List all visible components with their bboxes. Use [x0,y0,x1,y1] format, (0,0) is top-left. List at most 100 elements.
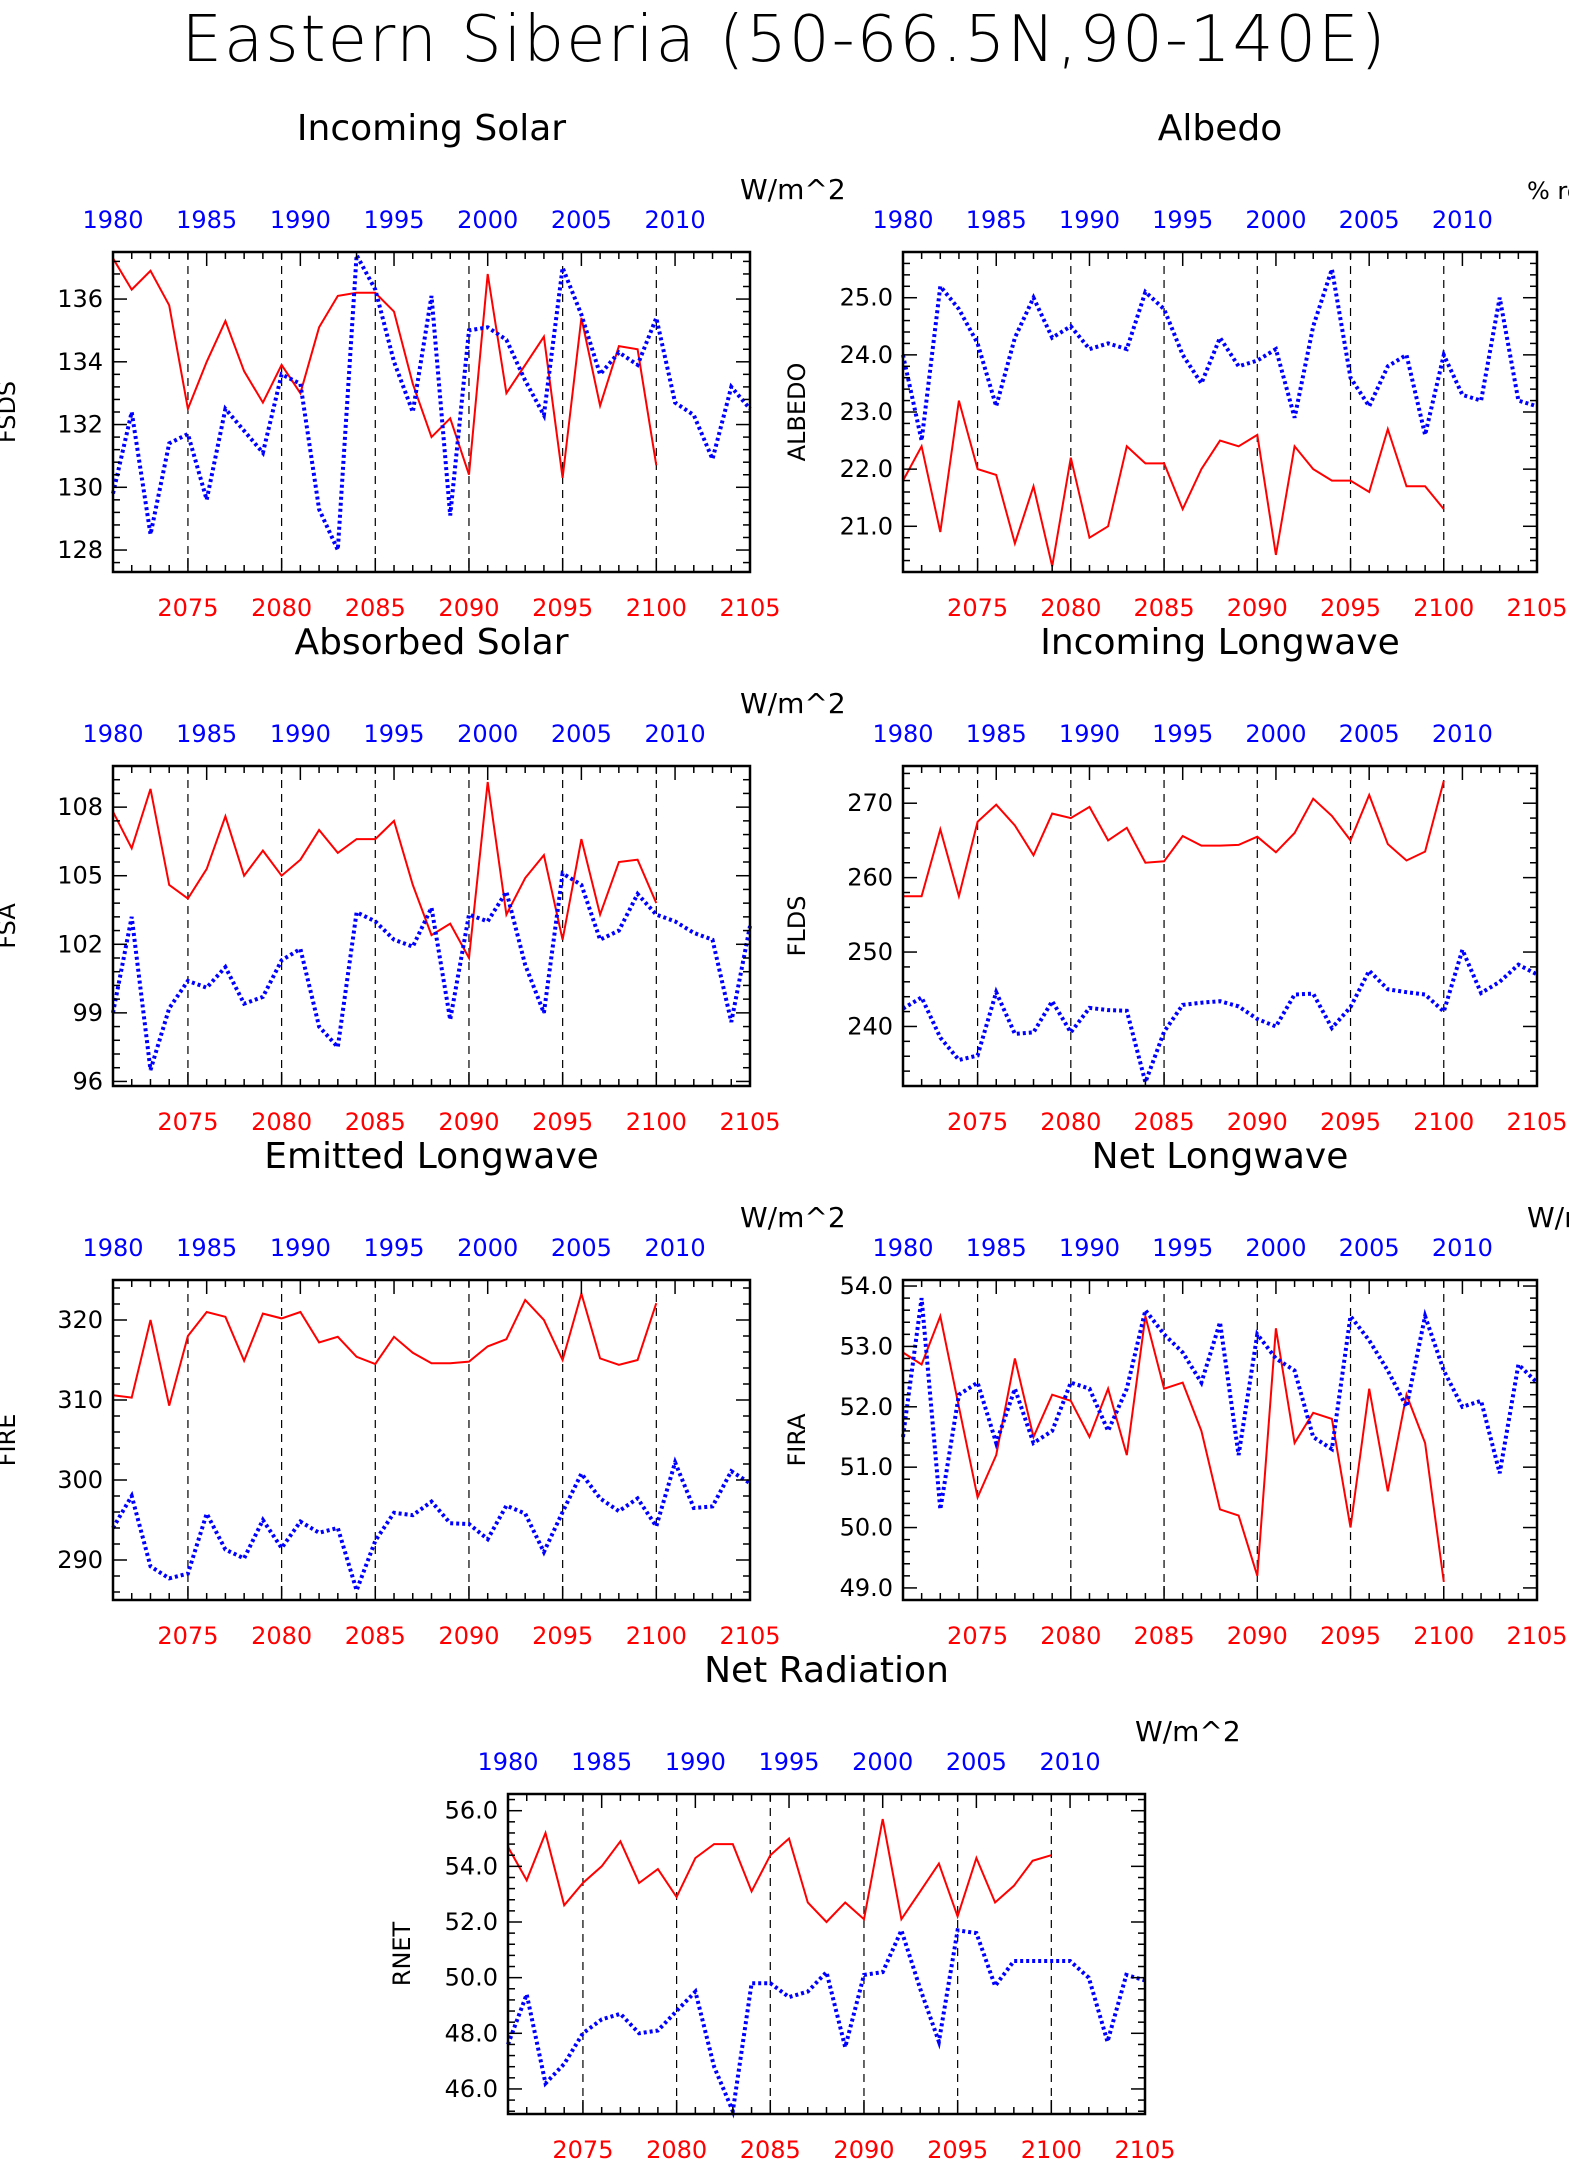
y-tick-label: 105 [57,862,103,890]
x-tick-label-bottom: 2095 [1320,594,1381,622]
y-tick-label: 46.0 [445,2075,498,2103]
x-tick-label-top: 1985 [176,1234,237,1262]
x-tick-label-top: 1985 [176,720,237,748]
x-tick-label-top: 2005 [946,1748,1007,1776]
x-tick-label-bottom: 2080 [251,594,312,622]
x-tick-label-top: 2005 [551,206,612,234]
x-tick-label-bottom: 2085 [345,594,406,622]
x-tick-label-top: 1995 [363,1234,424,1262]
x-tick-label-bottom: 2085 [1134,1108,1195,1136]
x-tick-label-top: 1990 [270,206,331,234]
y-axis-label: FSA [0,903,21,949]
x-tick-label-bottom: 2100 [626,1622,687,1650]
y-tick-label: 50.0 [445,1964,498,1992]
x-tick-label-top: 2005 [1339,206,1400,234]
plot-frame [901,1278,1539,1602]
x-tick-label-top: 2000 [852,1748,913,1776]
x-tick-label-top: 1980 [872,720,933,748]
x-tick-label-top: 1990 [665,1748,726,1776]
x-tick-label-bottom: 2080 [251,1108,312,1136]
x-tick-label-bottom: 2080 [1040,594,1101,622]
y-tick-label: 270 [847,789,893,817]
units-label: W/m^2 [740,1201,846,1234]
y-tick-label: 21.0 [840,512,893,540]
x-tick-label-top: 1990 [1059,720,1120,748]
x-tick-label-top: 2005 [551,720,612,748]
chart-panel: Net Radiation W/m^2 RNET 2075 2080 2085 2090 20… [388,1650,1241,2160]
chart-title: Net Radiation [704,1650,949,1691]
y-tick-label: 300 [57,1466,103,1494]
x-tick-label-bottom: 2080 [1040,1108,1101,1136]
x-tick-label-bottom: 2075 [947,1622,1008,1650]
units-label: % reflected [1527,177,1569,205]
series-line-historical [901,1297,1539,1510]
series-line-historical [111,870,752,1071]
y-tick-label: 250 [847,938,893,966]
y-tick-label: 102 [57,930,103,958]
series-line-historical [901,943,1538,1089]
x-tick-label-top: 1995 [758,1748,819,1776]
x-tick-label-bottom: 2080 [646,2136,707,2160]
y-tick-label: 25.0 [840,284,893,312]
x-tick-label-top: 2000 [457,206,518,234]
units-label: W/m^2 [1135,1715,1241,1748]
x-tick-label-top: 1995 [1152,1234,1213,1262]
x-tick-label-bottom: 2090 [438,1108,499,1136]
x-tick-label-top: 1995 [1152,720,1213,748]
x-tick-label-bottom: 2075 [157,1108,218,1136]
x-tick-label-bottom: 2100 [626,1108,687,1136]
series-line-future [903,780,1445,901]
x-tick-label-top: 2010 [1432,720,1493,748]
y-tick-label: 290 [57,1546,103,1574]
x-tick-label-bottom: 2090 [1227,1108,1288,1136]
y-axis-label: ALBEDO [783,363,811,462]
units-label: W/m^2 [740,687,846,720]
series-line-historical [901,268,1538,442]
y-tick-label: 50.0 [840,1514,893,1542]
x-tick-label-bottom: 2075 [947,1108,1008,1136]
x-tick-label-bottom: 2095 [927,2136,988,2160]
y-axis-label: RNET [388,1921,416,1986]
series-line-future [507,1818,1052,1924]
y-tick-label: 54.0 [840,1272,893,1300]
x-tick-label-bottom: 2075 [552,2136,613,2160]
x-tick-label-top: 2000 [1245,1234,1306,1262]
x-tick-label-top: 1980 [82,1234,143,1262]
chart-panel: Incoming Longwave FLDS 2075 2080 2085 2090 209… [783,622,1568,1136]
x-tick-label-top: 2005 [551,1234,612,1262]
y-tick-label: 51.0 [840,1453,893,1481]
series-line-future [112,1289,658,1406]
y-tick-label: 136 [57,285,103,313]
series-line-future [902,400,1445,567]
y-tick-label: 128 [57,536,103,564]
x-tick-label-top: 2010 [645,720,706,748]
x-tick-label-bottom: 2100 [1021,2136,1082,2160]
x-tick-label-top: 1990 [270,720,331,748]
x-tick-label-top: 1990 [270,1234,331,1262]
x-tick-label-top: 2000 [457,1234,518,1262]
x-tick-label-bottom: 2105 [719,594,780,622]
x-tick-label-bottom: 2090 [1227,1622,1288,1650]
chart-panel: Albedo % reflected ALBEDO 2075 2080 2085 2090 2… [783,108,1569,622]
series-line-historical [111,248,752,551]
x-tick-label-top: 1985 [176,206,237,234]
x-tick-label-top: 2000 [1245,206,1306,234]
chart-title: Absorbed Solar [294,622,568,663]
x-tick-label-bottom: 2075 [157,1622,218,1650]
plot-frame [111,1278,752,1602]
y-axis-label: FSDS [0,381,21,443]
x-tick-label-bottom: 2105 [1506,1622,1567,1650]
x-tick-label-bottom: 2105 [1506,594,1567,622]
y-tick-label: 22.0 [840,455,893,483]
x-tick-label-bottom: 2100 [1413,1622,1474,1650]
x-tick-label-bottom: 2085 [1134,594,1195,622]
y-tick-label: 53.0 [840,1332,893,1360]
x-tick-label-top: 1980 [477,1748,538,1776]
chart-title: Incoming Longwave [1040,622,1400,663]
x-tick-label-bottom: 2100 [1413,594,1474,622]
x-tick-label-bottom: 2090 [438,594,499,622]
y-tick-label: 132 [57,411,103,439]
y-tick-label: 52.0 [445,1908,498,1936]
